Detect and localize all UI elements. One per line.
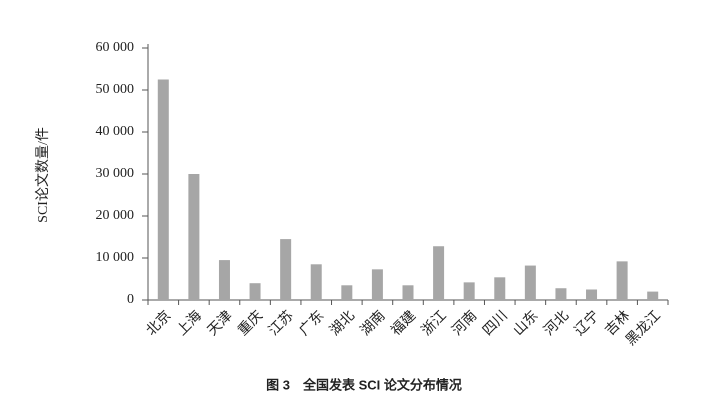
y-tick-label: 60 000 <box>96 40 135 55</box>
x-tick-label: 上海 <box>174 308 205 339</box>
bar <box>555 288 567 300</box>
bar <box>647 291 659 300</box>
chart-title: 图 3 全国发表 SCI 论文分布情况 <box>266 377 462 392</box>
y-tick-label: 10 000 <box>96 250 135 265</box>
x-tick-label: 河北 <box>541 308 572 339</box>
x-tick-label: 山东 <box>510 308 541 339</box>
x-tick-label: 北京 <box>143 308 174 339</box>
y-tick-label: 30 000 <box>96 166 135 181</box>
bar <box>218 260 230 300</box>
y-tick-label: 40 000 <box>96 124 135 139</box>
bar <box>188 174 200 300</box>
bar <box>310 264 322 300</box>
bar <box>402 285 414 300</box>
bar <box>494 277 506 300</box>
bar <box>463 282 475 300</box>
y-axis-label: SCI论文数量/件 <box>35 127 51 223</box>
bar <box>524 265 536 300</box>
x-tick-label: 重庆 <box>235 308 266 339</box>
x-tick-label: 辽宁 <box>571 307 603 339</box>
bar <box>371 269 383 300</box>
y-tick-label: 20 000 <box>96 208 135 223</box>
y-tick-label: 0 <box>127 292 134 307</box>
x-tick-label: 四川 <box>480 308 510 338</box>
bar <box>280 239 292 300</box>
x-tick-label: 天津 <box>204 308 235 339</box>
x-tick-label: 江苏 <box>266 308 297 339</box>
bar <box>249 283 261 300</box>
bar <box>341 285 353 300</box>
y-tick-label: 50 000 <box>96 82 135 97</box>
bar <box>586 289 598 300</box>
x-tick-label: 广东 <box>296 308 327 339</box>
x-tick-label: 浙江 <box>419 308 450 339</box>
bar <box>433 246 445 300</box>
x-tick-label: 湖北 <box>327 308 358 339</box>
bar <box>616 261 628 300</box>
bar <box>157 79 169 300</box>
x-tick-label: 湖南 <box>357 308 388 339</box>
x-tick-label: 河南 <box>449 308 480 339</box>
x-tick-label: 福建 <box>388 308 419 339</box>
x-tick-label: 黑龙江 <box>623 308 664 349</box>
